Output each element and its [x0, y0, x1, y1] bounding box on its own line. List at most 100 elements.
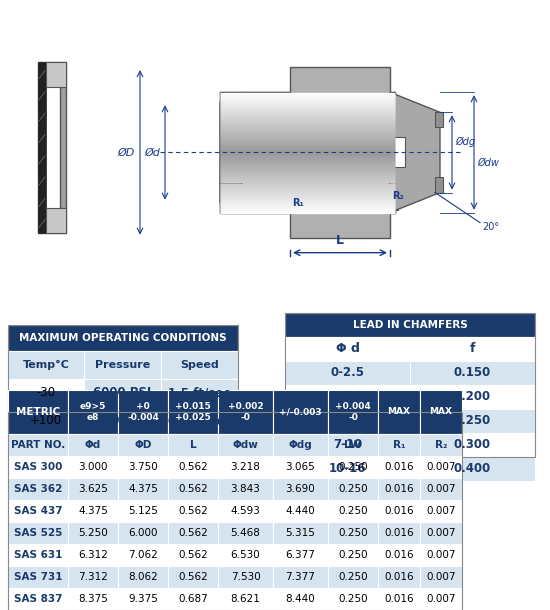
Text: PART NO.: PART NO.: [11, 440, 65, 450]
Polygon shape: [46, 207, 66, 232]
Text: 4.375: 4.375: [78, 506, 108, 516]
Text: R₁: R₁: [292, 198, 304, 207]
Bar: [378, 522, 420, 544]
Bar: [328, 522, 378, 544]
Bar: [68, 390, 118, 434]
Text: 400 BAR: 400 BAR: [95, 414, 151, 428]
Bar: [273, 522, 328, 544]
Bar: [168, 544, 218, 566]
Text: 0.007: 0.007: [426, 572, 456, 582]
Bar: [338, 95, 350, 103]
Text: Ødw: Ødw: [477, 157, 499, 167]
Text: SAS 631: SAS 631: [14, 550, 62, 560]
Text: 9.375: 9.375: [128, 594, 158, 604]
Text: 20°: 20°: [482, 221, 499, 232]
Bar: [218, 456, 273, 478]
Text: 7.377: 7.377: [285, 572, 316, 582]
Text: LEAD IN CHAMFERS: LEAD IN CHAMFERS: [353, 320, 468, 330]
Bar: [168, 522, 218, 544]
Bar: [118, 522, 168, 544]
Text: 0.250: 0.250: [454, 414, 491, 428]
Bar: [420, 544, 462, 566]
Text: 0.250: 0.250: [338, 572, 368, 582]
Text: 0.250: 0.250: [338, 528, 368, 538]
Bar: [218, 500, 273, 522]
Text: R₂: R₂: [434, 440, 447, 450]
Text: 0.016: 0.016: [384, 550, 414, 560]
Bar: [68, 588, 118, 610]
Text: MAXIMUM OPERATING CONDITIONS: MAXIMUM OPERATING CONDITIONS: [19, 333, 227, 343]
Bar: [118, 434, 168, 456]
Bar: [362, 201, 374, 210]
Polygon shape: [38, 62, 66, 232]
Text: 0.250: 0.250: [338, 594, 368, 604]
Bar: [273, 434, 328, 456]
Bar: [8, 379, 84, 407]
Text: 0.562: 0.562: [178, 550, 208, 560]
Bar: [378, 500, 420, 522]
Bar: [328, 456, 378, 478]
Bar: [8, 412, 462, 610]
Bar: [218, 544, 273, 566]
Text: Pressure: Pressure: [95, 360, 150, 370]
Text: +0.015
+0.025: +0.015 +0.025: [175, 402, 211, 422]
Text: 0.250: 0.250: [338, 462, 368, 472]
Text: R₁: R₁: [393, 440, 405, 450]
Bar: [8, 325, 238, 435]
Bar: [285, 361, 410, 385]
Bar: [273, 588, 328, 610]
Text: ØD: ØD: [118, 148, 135, 157]
Text: 6000 PSI: 6000 PSI: [94, 386, 152, 400]
Text: 5.315: 5.315: [285, 528, 316, 538]
Polygon shape: [46, 62, 66, 87]
Text: +100: +100: [30, 414, 62, 428]
Text: 7.530: 7.530: [230, 572, 260, 582]
Bar: [168, 390, 218, 434]
Bar: [220, 92, 395, 212]
Text: 0.007: 0.007: [426, 484, 456, 494]
Text: 0.007: 0.007: [426, 462, 456, 472]
Bar: [84, 407, 161, 435]
Bar: [218, 522, 273, 544]
Polygon shape: [220, 92, 242, 212]
Bar: [168, 456, 218, 478]
Text: 3.750: 3.750: [128, 462, 158, 472]
Text: Φd: Φd: [85, 440, 101, 450]
Bar: [161, 351, 238, 379]
Bar: [410, 385, 535, 409]
Text: 7.312: 7.312: [78, 572, 108, 582]
Bar: [285, 385, 410, 409]
Polygon shape: [390, 92, 440, 212]
Text: Ødg: Ødg: [455, 137, 475, 148]
Polygon shape: [44, 70, 60, 224]
Bar: [328, 434, 378, 456]
Bar: [410, 457, 535, 481]
Bar: [273, 500, 328, 522]
Bar: [285, 409, 410, 433]
Bar: [118, 456, 168, 478]
Text: 6.530: 6.530: [230, 550, 260, 560]
Bar: [290, 95, 302, 103]
Bar: [378, 588, 420, 610]
Bar: [218, 588, 273, 610]
Text: 0.687: 0.687: [178, 594, 208, 604]
Text: Temp°C: Temp°C: [23, 360, 69, 370]
Text: MAX: MAX: [388, 407, 410, 417]
Text: 0.300: 0.300: [454, 439, 491, 451]
Text: 6.312: 6.312: [78, 550, 108, 560]
Bar: [118, 478, 168, 500]
Text: 0.007: 0.007: [426, 550, 456, 560]
Bar: [118, 588, 168, 610]
Text: SAS 300: SAS 300: [14, 462, 62, 472]
Bar: [8, 566, 68, 588]
Text: 0.5 m/sec: 0.5 m/sec: [168, 414, 231, 428]
Bar: [8, 351, 84, 379]
Bar: [290, 210, 390, 238]
Bar: [68, 434, 118, 456]
Text: Φ d: Φ d: [336, 342, 360, 356]
Text: 5.250: 5.250: [78, 528, 108, 538]
Bar: [8, 544, 68, 566]
Bar: [168, 500, 218, 522]
Bar: [161, 407, 238, 435]
Bar: [68, 522, 118, 544]
